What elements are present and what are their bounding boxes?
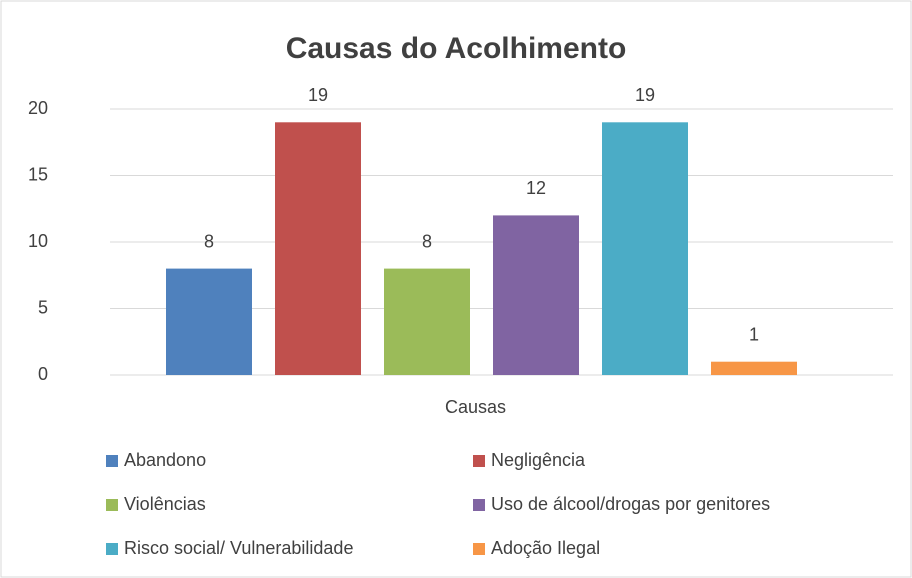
legend-swatch xyxy=(473,499,485,511)
y-tick-label: 10 xyxy=(28,231,48,251)
data-label: 12 xyxy=(526,178,546,198)
legend-label: Negligência xyxy=(491,450,586,470)
x-tick-label: Causas xyxy=(445,397,506,417)
y-tick-label: 0 xyxy=(38,364,48,384)
legend-label: Adoção Ilegal xyxy=(491,538,600,558)
legend-label: Abandono xyxy=(124,450,206,470)
y-tick-label: 20 xyxy=(28,98,48,118)
legend-swatch xyxy=(106,499,118,511)
y-tick-label: 5 xyxy=(38,297,48,317)
data-label: 8 xyxy=(422,231,432,251)
chart-title: Causas do Acolhimento xyxy=(286,32,627,65)
legend-swatch xyxy=(106,543,118,555)
y-tick-label: 15 xyxy=(28,164,48,184)
bar xyxy=(166,268,252,375)
legend-swatch xyxy=(473,543,485,555)
bar xyxy=(384,268,470,375)
data-label: 19 xyxy=(635,85,655,105)
bar xyxy=(493,215,579,375)
data-label: 19 xyxy=(308,85,328,105)
legend-label: Risco social/ Vulnerabilidade xyxy=(124,538,353,558)
bar xyxy=(711,361,797,375)
legend-swatch xyxy=(106,455,118,467)
legend-label: Uso de álcool/drogas por genitores xyxy=(491,494,770,514)
data-label: 8 xyxy=(204,231,214,251)
legend-label: Violências xyxy=(124,494,206,514)
bar xyxy=(275,122,361,375)
bar xyxy=(602,122,688,375)
data-label: 1 xyxy=(749,324,759,344)
legend-swatch xyxy=(473,455,485,467)
